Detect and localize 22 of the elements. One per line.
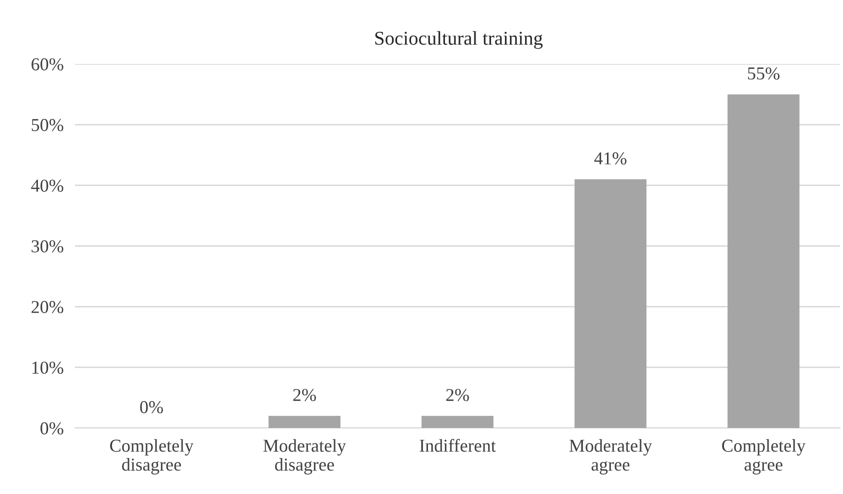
x-tick-label: Indifferent [420, 438, 496, 452]
x-tick-label: Moderately disagree [263, 439, 346, 474]
y-tick-label: 10% [32, 362, 64, 374]
data-label: 41% [594, 152, 626, 165]
bar [268, 416, 340, 428]
y-tick-label: 20% [32, 300, 64, 314]
y-tick-label: 40% [31, 180, 64, 192]
y-tick-label: 0% [40, 422, 64, 434]
data-label: 2% [446, 388, 469, 402]
x-tick-label: Moderately agree [569, 439, 652, 474]
data-label: 0% [140, 401, 163, 414]
data-label: 2% [293, 388, 316, 402]
bar [574, 179, 646, 428]
y-tick-label: 50% [32, 118, 64, 132]
y-tick-label: 60% [32, 58, 64, 70]
bar [728, 94, 800, 428]
bar [422, 416, 494, 428]
chart-title: Sociocultural training [375, 31, 543, 49]
data-label: 55% [748, 67, 780, 80]
x-tick-label: Completely disagree [110, 439, 194, 474]
y-tick-label: 30% [32, 240, 64, 252]
x-tick-label: Completely agree [722, 439, 806, 474]
